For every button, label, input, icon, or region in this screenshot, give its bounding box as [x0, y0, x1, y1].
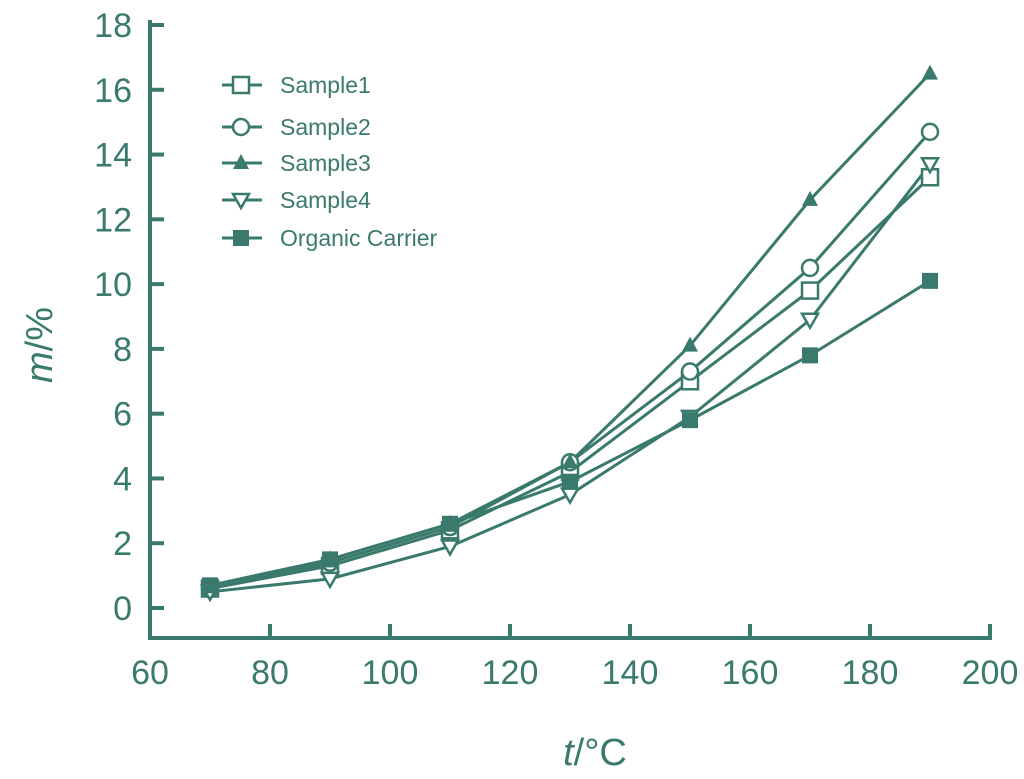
data-point-square-filled	[202, 577, 218, 594]
x-tick-label: 200	[962, 654, 1019, 692]
legend: Sample1 Sample2 Sample3 Sample4 Organic Carr…	[222, 72, 438, 251]
y-tick-label: 2	[113, 525, 132, 563]
data-point-square-filled	[233, 230, 249, 246]
x-tick-label: 100	[362, 654, 419, 692]
data-point-circle-open	[800, 258, 820, 278]
legend-label: Sample1	[280, 72, 371, 98]
data-point-triangle-down	[799, 312, 821, 331]
x-tick-label: 180	[842, 654, 899, 692]
series-markers	[202, 64, 938, 595]
legend-item: Sample2	[222, 114, 371, 140]
x-tick-label: 80	[251, 654, 289, 692]
series-markers	[202, 272, 938, 594]
x-tick-label: 140	[602, 654, 659, 692]
legend-label: Sample4	[280, 187, 371, 213]
data-point-square-filled	[562, 473, 578, 490]
data-point-circle-open	[231, 117, 251, 137]
x-tick-label: 60	[131, 654, 169, 692]
series-layer	[199, 64, 941, 603]
data-point-triangle-up	[233, 154, 249, 169]
data-point-triangle-up	[682, 336, 698, 352]
data-point-triangle-down	[230, 192, 252, 211]
x-axis-title-unit: /°C	[574, 732, 627, 774]
x-axis-title-var: t	[563, 732, 575, 774]
y-tick-label: 6	[113, 396, 132, 434]
data-point-triangle-up	[802, 190, 818, 206]
series-organic-carrier	[209, 279, 931, 587]
legend-item: Sample3	[222, 150, 371, 176]
legend-item: Organic Carrier	[222, 225, 438, 251]
data-point-triangle-down	[439, 539, 461, 557]
data-point-triangle-up	[562, 453, 578, 469]
data-point-triangle-down	[319, 571, 341, 590]
data-point-square-filled	[442, 515, 458, 532]
x-tick-label: 120	[482, 654, 539, 692]
y-tick-label: 16	[94, 72, 132, 110]
legend-label: Sample2	[280, 114, 371, 140]
data-point-square-filled	[922, 272, 938, 289]
y-tick-label: 14	[94, 137, 132, 175]
legend-item: Sample1	[222, 72, 371, 98]
y-tick-label: 4	[113, 460, 132, 498]
data-point-triangle-up	[922, 64, 938, 80]
y-tick-label: 0	[113, 590, 132, 628]
y-tick-label: 12	[94, 201, 132, 239]
y-axis-title-unit: /%	[19, 307, 61, 351]
y-axis-title: m/%	[19, 307, 61, 383]
y-axis-title-var: m	[19, 351, 61, 383]
data-point-square-filled	[682, 412, 698, 429]
axes: 0 2 4 6 8 10 12 14 16 18 60 80 100 120 140 160 180 200	[94, 7, 1018, 692]
data-point-triangle-down	[919, 157, 941, 175]
legend-label: Sample3	[280, 150, 371, 176]
data-point-circle-open	[920, 122, 940, 142]
legend-item: Sample4	[222, 187, 371, 213]
data-point-square-filled	[802, 347, 818, 364]
data-point-circle-open	[680, 362, 700, 381]
legend-label: Organic Carrier	[280, 225, 438, 251]
data-point-square-open	[231, 75, 251, 95]
y-tick-label: 18	[94, 7, 132, 45]
data-point-square-open	[800, 281, 820, 300]
y-tick-label: 8	[113, 331, 132, 369]
series-line	[209, 279, 931, 587]
data-point-square-filled	[322, 551, 338, 568]
x-tick-label: 160	[722, 654, 779, 692]
y-tick-label: 10	[94, 266, 132, 304]
x-axis-title: t/°C	[563, 732, 627, 774]
